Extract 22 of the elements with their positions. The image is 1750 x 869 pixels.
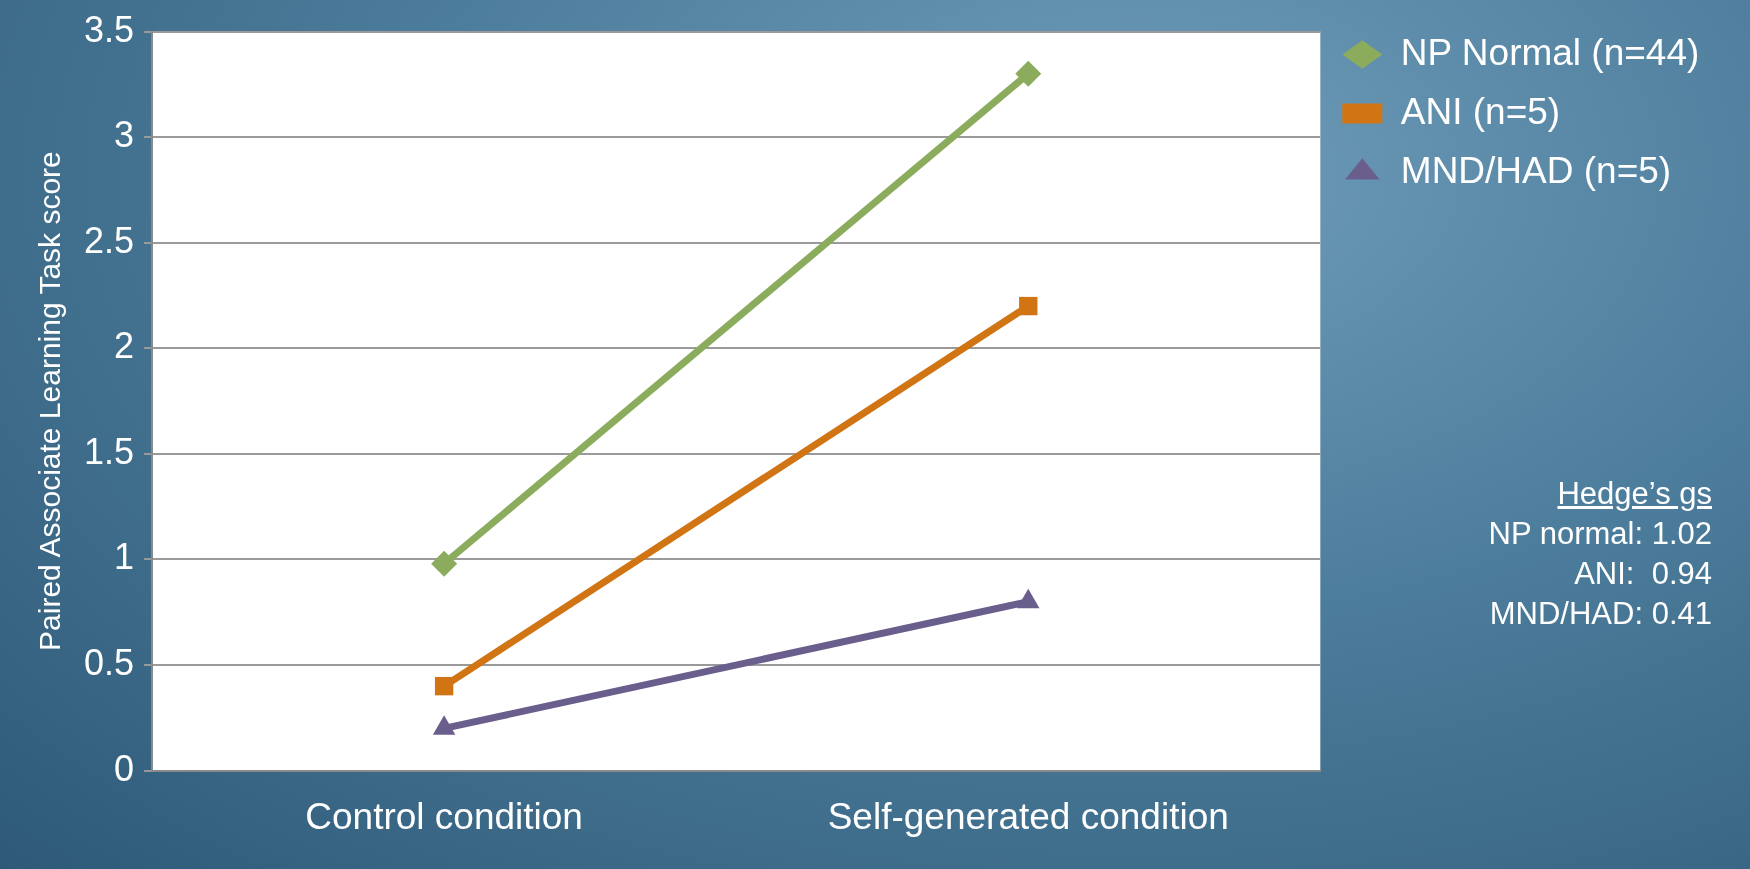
point bbox=[1019, 296, 1038, 316]
text: ANI: 0.94 bbox=[1573, 555, 1712, 593]
y-tick-label: 1.5 bbox=[84, 430, 135, 472]
text: NP normal: 1.02 bbox=[1488, 515, 1712, 553]
text: Hedge’s gs bbox=[1556, 475, 1712, 513]
y-tick-label: 2.5 bbox=[84, 219, 135, 261]
y-tick-label: 0 bbox=[114, 747, 135, 789]
text: MND/HAD: 0.41 bbox=[1488, 595, 1712, 633]
legend-label: MND/HAD (n=5) bbox=[1400, 149, 1672, 191]
point bbox=[1015, 60, 1042, 87]
x-tick-label: Control condition bbox=[305, 796, 583, 837]
y-tick-label: 3 bbox=[114, 114, 135, 156]
legend-label: NP Normal (n=44) bbox=[1400, 31, 1700, 73]
y-tick-label: 0.5 bbox=[84, 641, 135, 683]
y-axis-title: Paired Associate Learning Task score bbox=[33, 151, 67, 651]
y-tick-label: 1 bbox=[114, 536, 135, 578]
y-tick-label: 2 bbox=[114, 325, 135, 367]
point bbox=[431, 550, 458, 577]
y-tick-label: 3.5 bbox=[84, 8, 135, 50]
legend-label: ANI (n=5) bbox=[1400, 90, 1561, 132]
point bbox=[434, 676, 454, 696]
x-tick-label: Self-generated condition bbox=[827, 796, 1229, 837]
